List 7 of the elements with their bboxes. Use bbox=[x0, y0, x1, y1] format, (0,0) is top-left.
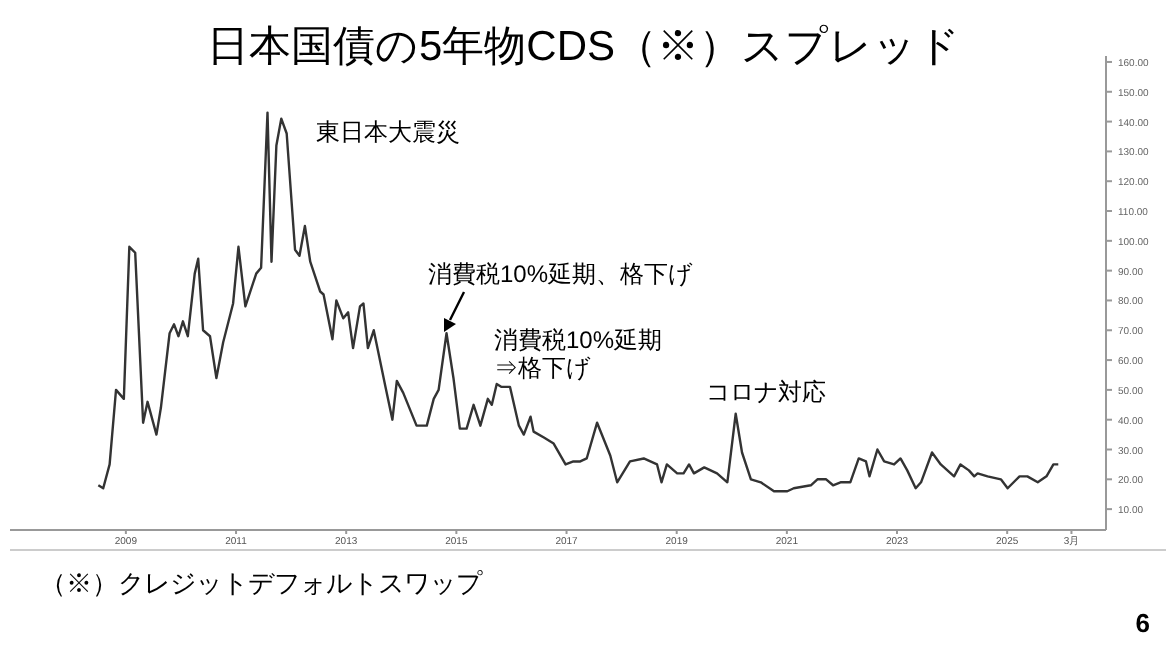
annotation: 東日本大震災 bbox=[316, 118, 460, 146]
text: （※）クレジットデフォルトスワップ bbox=[40, 568, 484, 598]
annotation: 消費税10%延期、格下げ bbox=[428, 260, 695, 288]
text: 6 bbox=[1135, 608, 1150, 638]
annotation: 消費税10%延期 ⇒格下げ bbox=[494, 326, 663, 382]
annotation: コロナ対応 bbox=[706, 378, 826, 406]
chart-title: 日本国債の5年物CDS（※）スプレッド bbox=[206, 24, 962, 70]
